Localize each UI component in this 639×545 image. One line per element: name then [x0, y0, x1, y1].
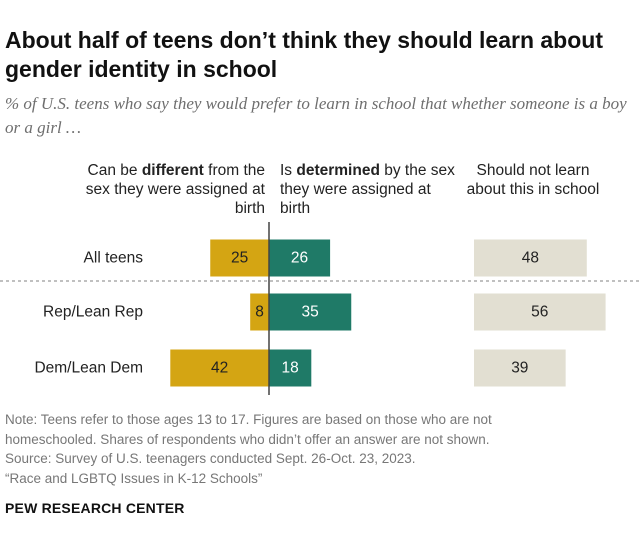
footer-brand: PEW RESEARCH CENTER	[5, 500, 185, 516]
value-label-should-not-learn: 48	[522, 250, 539, 267]
bar-determined	[269, 349, 312, 387]
row-label: All teens	[84, 250, 144, 267]
bar-should-not-learn	[474, 293, 606, 331]
value-label-different: 25	[231, 250, 248, 267]
report-title-line: “Race and LGBTQ Issues in K-12 Schools”	[5, 470, 263, 486]
bar-different	[210, 239, 269, 277]
column-header-different-pre: Can be	[87, 162, 142, 179]
column-header-different-bold: different	[141, 162, 204, 179]
value-label-different: 42	[211, 360, 228, 377]
chart-title: About half of teens don’t think they sho…	[5, 27, 603, 82]
note-line: homeschooled. Shares of respondents who …	[5, 431, 490, 447]
value-label-determined: 35	[302, 304, 319, 321]
column-header-determined-pre: Is	[280, 162, 297, 179]
note-line: Note: Teens refer to those ages 13 to 17…	[5, 412, 492, 427]
row-label: Rep/Lean Rep	[43, 304, 143, 321]
bar-different	[170, 349, 269, 387]
bar-should-not-learn	[474, 349, 566, 387]
column-header-determined-bold: determined	[296, 162, 380, 179]
bar-determined	[269, 293, 352, 331]
chart-subtitle: % of U.S. teens who say they would prefe…	[5, 94, 627, 137]
column-header-should-not-learn: Should not learn about this in school	[466, 162, 600, 198]
bar-should-not-learn	[474, 239, 587, 277]
value-label-determined: 26	[291, 250, 308, 267]
bar-determined	[269, 239, 331, 277]
row-label: Dem/Lean Dem	[34, 360, 143, 377]
column-header-different: Can be different from the sex they were …	[60, 161, 265, 218]
column-header-different-post: from the sex they were assigned at birth	[85, 162, 265, 217]
value-label-determined: 18	[282, 360, 299, 377]
value-label-should-not-learn: 56	[531, 304, 548, 321]
column-header-determined: Is determined by the sex they were assig…	[280, 161, 455, 218]
bar-different	[250, 293, 269, 331]
bar-chart: All teens 25 26 48 Rep/Lean Rep 8 35 56 Dem/Lean…	[0, 222, 639, 395]
value-label-different: 8	[255, 304, 264, 321]
source-line: Source: Survey of U.S. teenagers conduct…	[5, 451, 416, 466]
column-header-determined-post: by the sex they were assigned at birth	[280, 162, 455, 217]
chart-notes: Note: Teens refer to those ages 13 to 17…	[5, 410, 630, 488]
value-label-should-not-learn: 39	[511, 360, 528, 377]
